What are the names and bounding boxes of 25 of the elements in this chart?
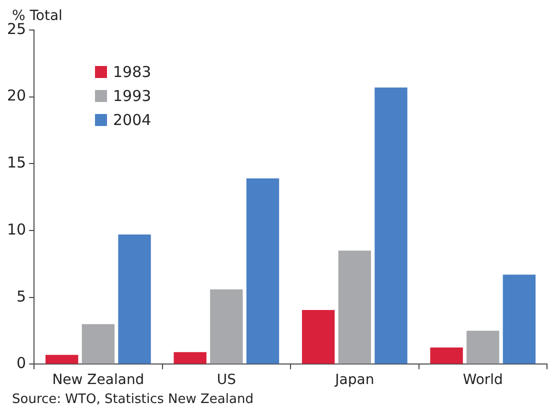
x-tick-label: Japan — [334, 372, 374, 388]
bar — [430, 347, 463, 364]
bar — [46, 354, 78, 364]
bar — [118, 234, 151, 364]
bar — [174, 352, 206, 364]
y-tick-label: 10 — [6, 220, 26, 238]
bar — [466, 330, 500, 364]
bar — [82, 324, 115, 364]
source-note: Source: WTO, Statistics New Zealand — [12, 392, 254, 407]
bar — [302, 310, 335, 364]
y-tick-label: 5 — [16, 287, 26, 306]
x-tick-label: New Zealand — [52, 372, 144, 388]
x-tick-label: World — [462, 372, 503, 388]
bar — [210, 289, 243, 364]
bar — [502, 274, 536, 364]
bar — [246, 178, 280, 364]
bar — [374, 87, 408, 364]
x-tick-label: US — [216, 372, 236, 388]
y-tick-label: 15 — [6, 154, 26, 172]
y-tick-label: 0 — [16, 354, 26, 372]
legend-label: 1993 — [113, 87, 152, 105]
bar — [338, 250, 372, 364]
legend-label: 1983 — [113, 63, 152, 81]
y-tick-label: 20 — [6, 86, 26, 105]
legend-label: 2004 — [113, 111, 152, 129]
